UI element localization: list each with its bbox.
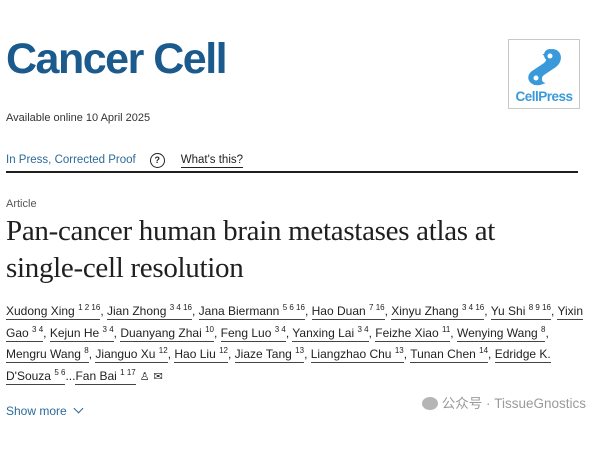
author-name: Xudong Xing <box>6 304 75 318</box>
author-name: Yanxing Lai <box>292 325 355 340</box>
help-icon[interactable]: ? <box>149 152 165 168</box>
affiliation-refs: 5 6 16 <box>282 303 305 312</box>
article-type: Article <box>6 198 37 210</box>
author-link[interactable]: Jiaze Tang 13 <box>234 346 305 364</box>
author-link[interactable]: Feizhe Xiao 11 <box>375 324 451 342</box>
affiliation-refs: 8 9 16 <box>528 303 551 312</box>
divider <box>6 171 578 173</box>
author-name: Fan Bai <box>75 368 117 383</box>
author-name: Edridge K. D'Souza <box>6 347 551 383</box>
author-name: Xinyu Zhang <box>391 304 459 318</box>
cellpress-text: CellPress <box>515 89 573 104</box>
author-name: Feng Luo <box>220 325 272 340</box>
author-name: Jian Zhong <box>107 304 167 318</box>
affiliation-refs: 13 <box>295 346 305 356</box>
affiliation-refs: 12 <box>219 346 228 356</box>
author-link[interactable]: Edridge K. D'Souza 5 6 <box>6 347 551 385</box>
show-more-button[interactable]: Show more <box>6 403 84 419</box>
whats-this-link[interactable]: What's this? <box>180 153 244 168</box>
affiliation-refs: 1 2 16 <box>78 303 101 312</box>
author-name: Jana Biermann <box>198 304 280 318</box>
ellipsis: ... <box>65 368 76 383</box>
author-name: Kejun He <box>49 325 100 340</box>
status-row: In Press, Corrected Proof ? What's this? <box>6 152 586 168</box>
author-link[interactable]: Yanxing Lai 3 4 <box>292 324 369 342</box>
author-name: Duanyang Zhai <box>120 325 202 340</box>
affiliation-refs: 3 4 16 <box>462 303 485 312</box>
affiliation-refs: 8 <box>541 324 546 334</box>
author-link[interactable]: Kejun He 3 4 <box>49 324 114 342</box>
chevron-down-icon <box>73 403 84 414</box>
affiliation-refs: 3 4 <box>274 324 286 334</box>
affiliation-refs: 7 16 <box>369 303 385 312</box>
author-list: Xudong Xing 1 2 16, Jian Zhong 3 4 16, J… <box>6 301 591 388</box>
article-title: Pan-cancer human brain metastases atlas … <box>6 213 591 287</box>
affiliation-refs: 11 <box>441 324 451 334</box>
author-link[interactable]: Yixin Gao 3 4 <box>6 304 584 342</box>
affiliation-refs: 3 4 <box>357 324 369 334</box>
author-name: Hao Duan <box>311 304 366 318</box>
affiliation-refs: 5 6 <box>54 367 66 377</box>
author-name: Hao Liu <box>174 347 216 362</box>
cellpress-logo[interactable]: CellPress <box>508 39 580 109</box>
title-line: Pan-cancer human brain metastases atlas … <box>6 215 496 247</box>
watermark-text: 公众号 · TissueGnostics <box>441 396 586 412</box>
author-link[interactable]: Xudong Xing 1 2 16 <box>6 303 101 320</box>
author-link[interactable]: Jana Biermann 5 6 16 <box>198 303 305 320</box>
author-name: Jiaze Tang <box>234 347 292 362</box>
available-online: Available online 10 April 2025 <box>6 112 151 124</box>
show-more-label: Show more <box>6 404 67 419</box>
watermark: 公众号 · TissueGnostics <box>421 392 586 412</box>
author-link[interactable]: Hao Duan 7 16 <box>311 303 385 320</box>
author-link[interactable]: Wenying Wang 8 <box>456 324 546 342</box>
author-name: Wenying Wang <box>456 325 538 340</box>
affiliation-refs: 3 4 <box>102 324 114 334</box>
affiliation-refs: 8 <box>84 346 89 356</box>
wechat-icon <box>421 397 438 411</box>
author-link[interactable]: Jian Zhong 3 4 16 <box>107 304 192 320</box>
author-link[interactable]: Mengru Wang 8 <box>6 346 89 364</box>
author-link[interactable]: Tunan Chen 14 <box>410 346 489 364</box>
author-name: Yixin Gao <box>6 304 584 340</box>
envelope-icon[interactable]: ✉ <box>153 370 163 383</box>
affiliation-refs: 3 4 <box>32 324 44 334</box>
cellpress-mark-icon <box>528 49 561 86</box>
author-link[interactable]: Liangzhao Chu 13 <box>310 346 404 364</box>
author-link[interactable]: Fan Bai 1 17 <box>75 367 136 385</box>
author-name: Yu Shi <box>490 304 526 318</box>
article-status: In Press, Corrected Proof <box>6 154 136 166</box>
author-link[interactable]: Hao Liu 12 <box>174 346 228 364</box>
author-link[interactable]: Jianguo Xu 12 <box>95 346 168 364</box>
author-name: Feizhe Xiao <box>375 325 439 340</box>
author-link[interactable]: Feng Luo 3 4 <box>220 324 286 342</box>
journal-logo[interactable]: Cancer Cell <box>6 35 228 83</box>
author-name: Mengru Wang <box>6 347 81 362</box>
bottom-row: Show more 公众号 · TissueGnostics <box>6 392 586 418</box>
affiliation-refs: 1 17 <box>120 367 136 377</box>
affiliation-refs: 3 4 16 <box>169 303 192 312</box>
article-header: Available online 10 April 2025 In Press,… <box>6 111 586 418</box>
person-icon[interactable]: ♙ <box>139 370 150 383</box>
author-name: Tunan Chen <box>410 347 476 362</box>
affiliation-refs: 10 <box>205 324 214 334</box>
author-link[interactable]: Xinyu Zhang 3 4 16 <box>391 303 485 320</box>
author-name: Jianguo Xu <box>95 347 156 362</box>
author-name: Liangzhao Chu <box>310 347 392 362</box>
title-line: single-cell resolution <box>6 252 244 284</box>
author-link[interactable]: Yu Shi 8 9 16 <box>490 303 551 320</box>
affiliation-refs: 14 <box>479 346 489 356</box>
affiliation-refs: 12 <box>158 346 168 356</box>
affiliation-refs: 13 <box>394 346 404 356</box>
author-link[interactable]: Duanyang Zhai 10 <box>120 324 214 342</box>
